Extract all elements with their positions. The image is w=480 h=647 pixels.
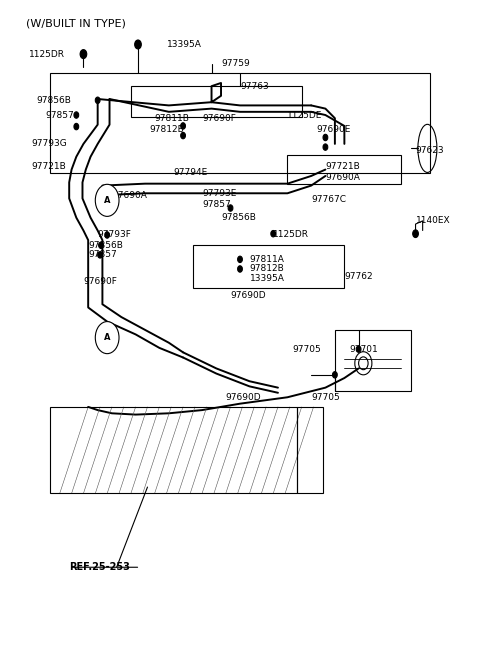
Bar bbox=[192, 245, 344, 288]
Text: 97623: 97623 bbox=[416, 146, 444, 155]
Circle shape bbox=[96, 322, 119, 354]
Text: 97705: 97705 bbox=[292, 345, 321, 354]
Text: 1125DR: 1125DR bbox=[273, 230, 309, 239]
Text: 1140EX: 1140EX bbox=[416, 216, 450, 225]
Text: 97762: 97762 bbox=[344, 272, 373, 281]
Text: 13395A: 13395A bbox=[250, 274, 284, 283]
Circle shape bbox=[105, 232, 109, 238]
Circle shape bbox=[271, 230, 276, 237]
Circle shape bbox=[413, 230, 419, 237]
Circle shape bbox=[135, 40, 141, 49]
Circle shape bbox=[323, 135, 328, 140]
Circle shape bbox=[136, 41, 140, 48]
Text: 97763: 97763 bbox=[240, 82, 269, 91]
Text: 97767C: 97767C bbox=[311, 195, 346, 204]
Circle shape bbox=[98, 242, 103, 248]
Text: 97701: 97701 bbox=[349, 345, 378, 354]
Circle shape bbox=[74, 112, 79, 118]
Text: 97721B: 97721B bbox=[31, 162, 66, 171]
Bar bbox=[288, 155, 401, 184]
Circle shape bbox=[97, 252, 102, 258]
Text: 97857: 97857 bbox=[46, 111, 74, 120]
Text: 97690F: 97690F bbox=[202, 114, 236, 123]
Text: (W/BUILT IN TYPE): (W/BUILT IN TYPE) bbox=[26, 19, 126, 29]
Circle shape bbox=[81, 51, 86, 58]
Circle shape bbox=[228, 205, 233, 212]
Text: 1125DE: 1125DE bbox=[288, 111, 323, 120]
Text: REF.25-253: REF.25-253 bbox=[69, 562, 130, 572]
Text: 97794E: 97794E bbox=[174, 168, 208, 177]
Text: 97811B: 97811B bbox=[155, 114, 190, 123]
Circle shape bbox=[323, 144, 328, 150]
Text: 97811A: 97811A bbox=[250, 255, 284, 264]
Text: 97721B: 97721B bbox=[325, 162, 360, 171]
Text: A: A bbox=[104, 196, 110, 205]
Circle shape bbox=[80, 50, 87, 59]
Circle shape bbox=[356, 346, 361, 353]
Circle shape bbox=[96, 97, 100, 104]
Text: 97793G: 97793G bbox=[31, 139, 67, 148]
Text: 97857: 97857 bbox=[88, 250, 117, 259]
Circle shape bbox=[238, 256, 242, 263]
Text: 97812B: 97812B bbox=[250, 265, 284, 274]
Text: 97759: 97759 bbox=[221, 60, 250, 68]
Text: 97690E: 97690E bbox=[316, 125, 350, 134]
Text: 97856B: 97856B bbox=[88, 241, 123, 250]
Text: 97856B: 97856B bbox=[221, 213, 256, 222]
Text: 97690D: 97690D bbox=[230, 291, 266, 300]
Bar bbox=[297, 407, 323, 494]
Text: 97812B: 97812B bbox=[150, 125, 185, 134]
Text: A: A bbox=[104, 333, 110, 342]
Text: 97690A: 97690A bbox=[325, 173, 360, 182]
Bar bbox=[50, 73, 430, 173]
Text: 97690F: 97690F bbox=[84, 278, 117, 287]
Text: 97690D: 97690D bbox=[226, 393, 262, 402]
Bar bbox=[50, 407, 297, 494]
Circle shape bbox=[96, 184, 119, 216]
Bar bbox=[335, 330, 411, 391]
Circle shape bbox=[180, 123, 185, 129]
Text: 97857: 97857 bbox=[202, 201, 231, 210]
Text: 97793E: 97793E bbox=[202, 189, 237, 198]
Bar bbox=[131, 86, 301, 117]
Circle shape bbox=[238, 266, 242, 272]
Text: 13395A: 13395A bbox=[167, 40, 201, 49]
Text: 97856B: 97856B bbox=[36, 96, 71, 105]
Text: 97690A: 97690A bbox=[112, 191, 147, 200]
Text: 97705: 97705 bbox=[311, 393, 340, 402]
Circle shape bbox=[333, 371, 337, 378]
Circle shape bbox=[180, 133, 185, 138]
Text: 1125DR: 1125DR bbox=[28, 50, 64, 59]
Text: 97793F: 97793F bbox=[97, 230, 132, 239]
Circle shape bbox=[74, 124, 79, 130]
